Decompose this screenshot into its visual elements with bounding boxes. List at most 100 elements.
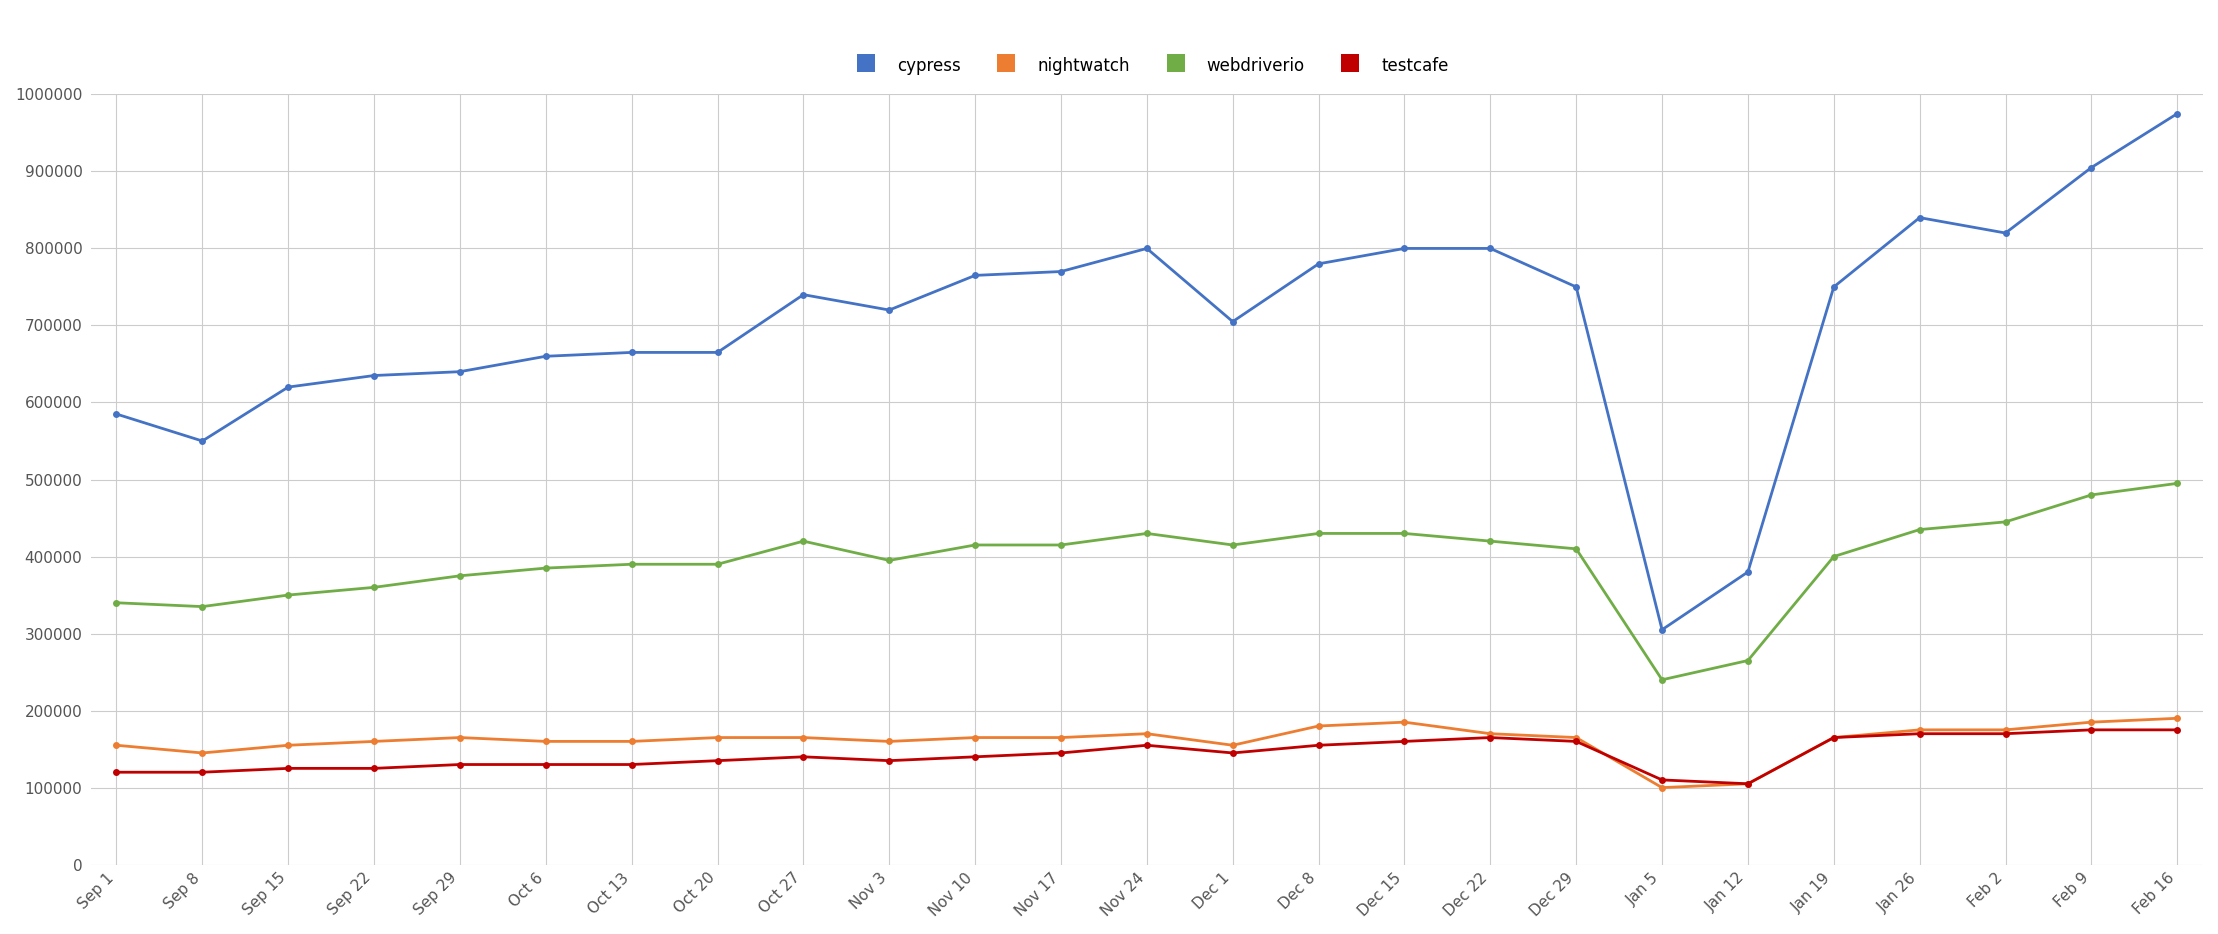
webdriverio — [2165, 478, 2191, 489]
cypress — [1304, 258, 1331, 269]
webdriverio — [1734, 655, 1761, 666]
nightwatch — [1564, 732, 1590, 743]
nightwatch — [1821, 732, 1848, 743]
cypress — [619, 347, 645, 358]
nightwatch — [1734, 778, 1761, 789]
cypress — [1905, 212, 1932, 223]
cypress — [1648, 624, 1675, 635]
cypress — [446, 366, 472, 377]
testcafe — [1304, 740, 1331, 751]
cypress — [1821, 281, 1848, 292]
cypress — [1220, 316, 1247, 327]
nightwatch — [963, 732, 989, 743]
nightwatch — [1220, 740, 1247, 751]
webdriverio — [1304, 528, 1331, 539]
Line: testcafe: testcafe — [113, 727, 2180, 787]
cypress — [1133, 243, 1160, 254]
testcafe — [619, 759, 645, 771]
nightwatch — [446, 732, 472, 743]
Line: webdriverio: webdriverio — [113, 480, 2180, 684]
cypress — [104, 408, 131, 419]
testcafe — [1734, 778, 1761, 789]
cypress — [2078, 162, 2105, 173]
testcafe — [2165, 724, 2191, 735]
testcafe — [362, 763, 388, 774]
nightwatch — [532, 736, 559, 747]
webdriverio — [1905, 524, 1932, 535]
webdriverio — [705, 559, 732, 570]
cypress — [532, 350, 559, 361]
cypress — [963, 270, 989, 281]
cypress — [1992, 227, 2018, 238]
webdriverio — [1821, 551, 1848, 562]
testcafe — [1477, 732, 1504, 743]
nightwatch — [1905, 724, 1932, 735]
testcafe — [1047, 747, 1074, 758]
webdriverio — [619, 559, 645, 570]
cypress — [1734, 566, 1761, 577]
nightwatch — [619, 736, 645, 747]
nightwatch — [705, 732, 732, 743]
nightwatch — [1391, 716, 1417, 728]
nightwatch — [2078, 716, 2105, 728]
testcafe — [189, 767, 215, 778]
cypress — [1391, 243, 1417, 254]
nightwatch — [1133, 729, 1160, 740]
testcafe — [1648, 774, 1675, 785]
Line: cypress: cypress — [113, 110, 2180, 633]
testcafe — [1564, 736, 1590, 747]
testcafe — [876, 755, 903, 766]
testcafe — [1133, 740, 1160, 751]
nightwatch — [790, 732, 816, 743]
Legend: cypress, nightwatch, webdriverio, testcafe: cypress, nightwatch, webdriverio, testca… — [838, 49, 1455, 82]
nightwatch — [362, 736, 388, 747]
webdriverio — [876, 555, 903, 566]
webdriverio — [963, 539, 989, 550]
cypress — [1564, 281, 1590, 292]
testcafe — [1391, 736, 1417, 747]
nightwatch — [104, 740, 131, 751]
webdriverio — [1220, 539, 1247, 550]
nightwatch — [2165, 713, 2191, 724]
webdriverio — [275, 589, 302, 601]
webdriverio — [446, 570, 472, 581]
cypress — [275, 381, 302, 392]
testcafe — [705, 755, 732, 766]
testcafe — [1220, 747, 1247, 758]
cypress — [2165, 108, 2191, 120]
webdriverio — [1391, 528, 1417, 539]
webdriverio — [189, 601, 215, 612]
webdriverio — [2078, 489, 2105, 501]
testcafe — [1992, 729, 2018, 740]
cypress — [1047, 266, 1074, 277]
nightwatch — [876, 736, 903, 747]
cypress — [362, 370, 388, 381]
testcafe — [104, 767, 131, 778]
nightwatch — [275, 740, 302, 751]
testcafe — [532, 759, 559, 771]
webdriverio — [1564, 544, 1590, 555]
testcafe — [963, 751, 989, 762]
webdriverio — [362, 582, 388, 593]
nightwatch — [1992, 724, 2018, 735]
webdriverio — [1992, 517, 2018, 528]
nightwatch — [1648, 782, 1675, 793]
testcafe — [446, 759, 472, 771]
webdriverio — [790, 535, 816, 546]
cypress — [876, 304, 903, 316]
cypress — [1477, 243, 1504, 254]
webdriverio — [104, 597, 131, 608]
webdriverio — [1648, 674, 1675, 686]
webdriverio — [1047, 539, 1074, 550]
webdriverio — [532, 562, 559, 573]
nightwatch — [189, 747, 215, 758]
nightwatch — [1047, 732, 1074, 743]
nightwatch — [1304, 720, 1331, 731]
Line: nightwatch: nightwatch — [113, 715, 2180, 791]
nightwatch — [1477, 729, 1504, 740]
cypress — [705, 347, 732, 358]
testcafe — [2078, 724, 2105, 735]
testcafe — [1905, 729, 1932, 740]
webdriverio — [1477, 535, 1504, 546]
webdriverio — [1133, 528, 1160, 539]
